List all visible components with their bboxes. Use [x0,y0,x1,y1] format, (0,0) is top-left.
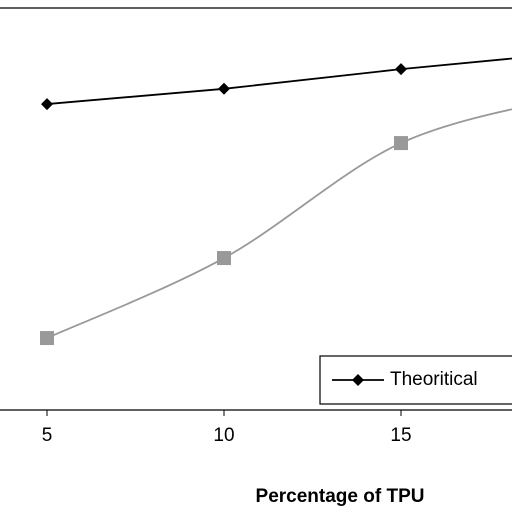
x-tick-label: 5 [42,425,53,446]
series-line [46,108,512,339]
point [395,63,407,76]
x-tick-label: 15 [390,425,411,446]
series-line [46,57,512,105]
legend-marker [352,374,364,386]
x-tick-label: 10 [213,425,234,446]
point [218,82,230,95]
point [40,331,54,346]
point [217,251,231,266]
point [394,136,408,151]
x-axis-label: Percentage of TPU [256,486,425,507]
legend-label: Theoritical [390,369,478,390]
point [41,98,53,111]
